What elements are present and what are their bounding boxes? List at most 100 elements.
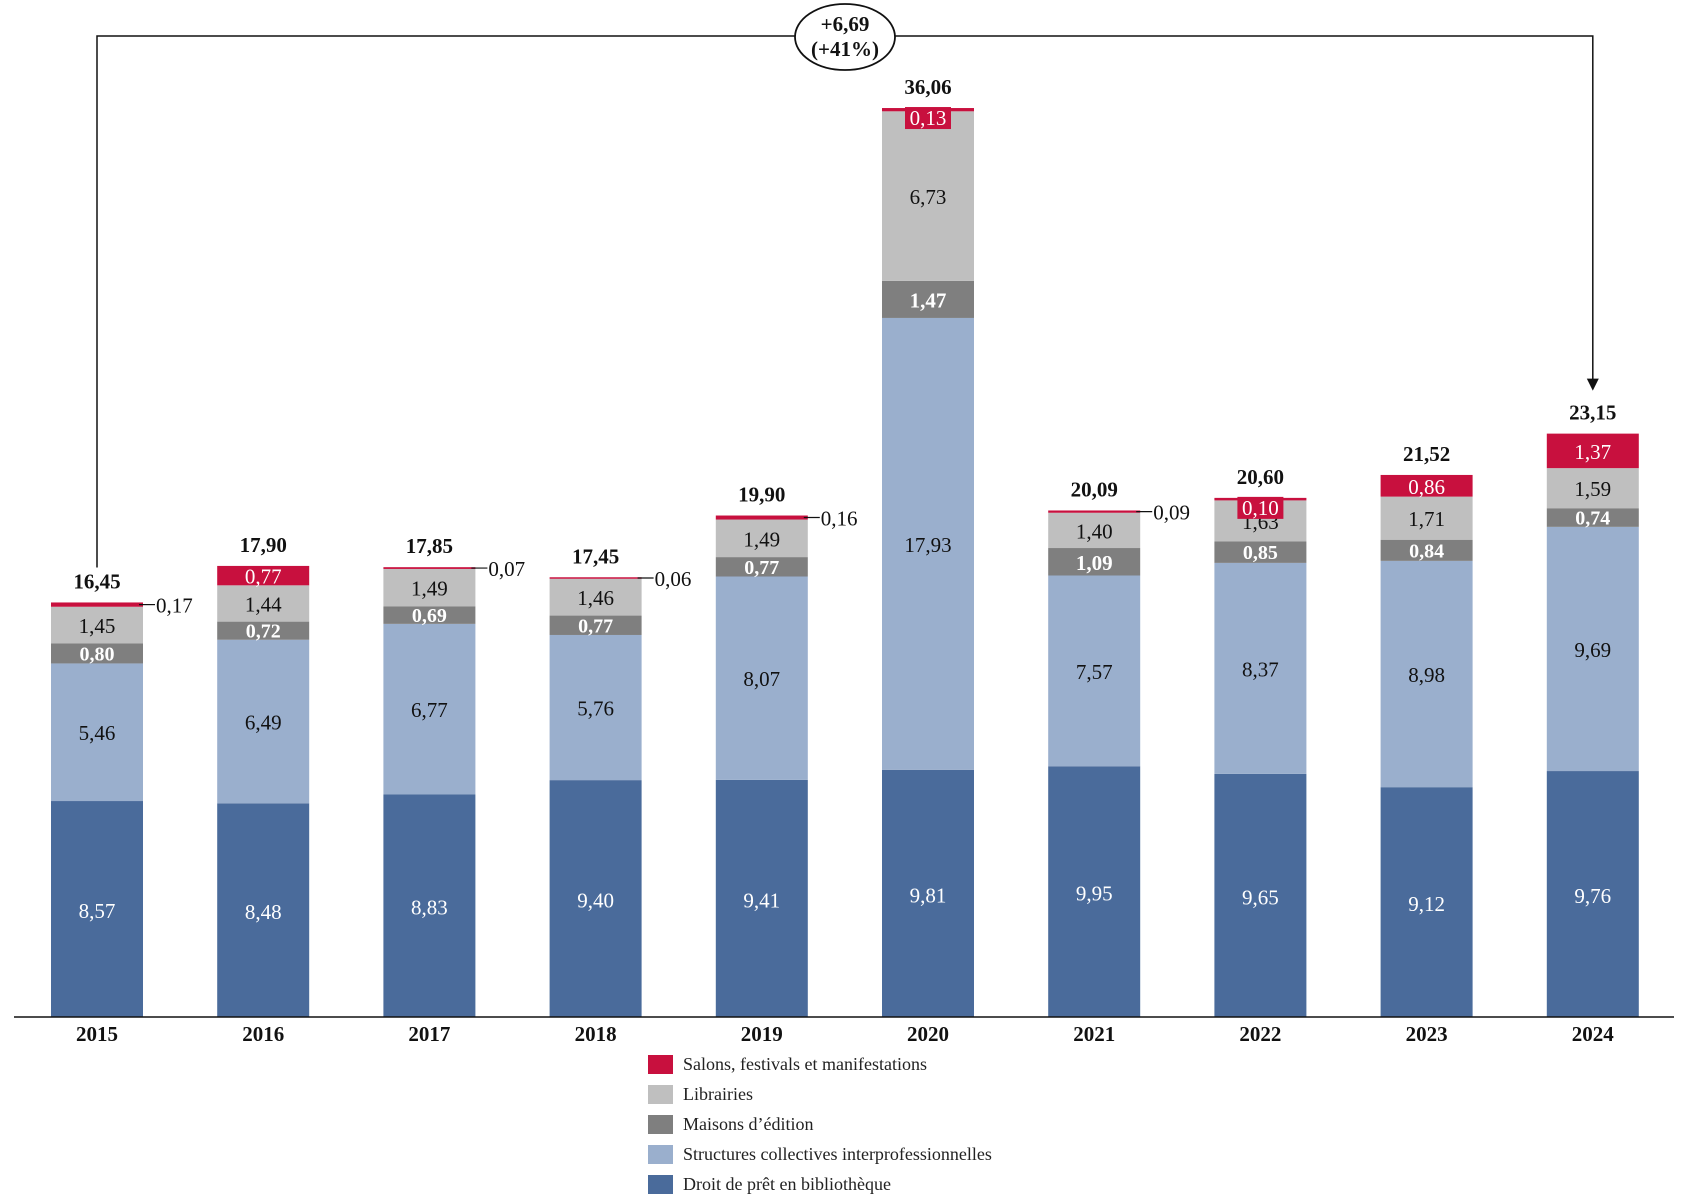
bar-segment bbox=[1048, 575, 1141, 767]
x-tick-label: 2015 bbox=[76, 1022, 118, 1046]
segment-label: 6,77 bbox=[411, 698, 448, 722]
x-tick-label: 2021 bbox=[1073, 1022, 1115, 1046]
legend-item: Salons, festivals et manifestations bbox=[648, 1049, 992, 1079]
bar-segment bbox=[1546, 508, 1639, 527]
annotation-line bbox=[895, 35, 1594, 381]
total-label: 36,06 bbox=[904, 75, 951, 99]
segment-label: 0,16 bbox=[821, 507, 858, 531]
annotation-text: (+41%) bbox=[811, 37, 879, 61]
bar-segment bbox=[51, 801, 143, 1017]
legend-swatch bbox=[648, 1084, 673, 1104]
legend-item: Structures collectives interprofessionne… bbox=[648, 1139, 992, 1169]
segment-label: 5,76 bbox=[577, 697, 614, 721]
total-label: 23,15 bbox=[1569, 401, 1616, 425]
bar-segment bbox=[882, 111, 974, 281]
total-label: 17,90 bbox=[240, 533, 287, 557]
bar-segment bbox=[549, 634, 642, 781]
annotation-text: +6,69 bbox=[821, 12, 870, 36]
bar-segment bbox=[217, 621, 310, 640]
bar-segment bbox=[383, 567, 476, 569]
bar-segment bbox=[1546, 771, 1639, 1017]
segment-label: 8,98 bbox=[1408, 663, 1445, 687]
legend-item: Maisons d’édition bbox=[648, 1109, 992, 1139]
segment-label: 0,13 bbox=[910, 106, 947, 130]
segment-label: 0,69 bbox=[412, 605, 447, 627]
bar-segment bbox=[383, 568, 476, 607]
segment-label: 8,37 bbox=[1242, 657, 1279, 681]
segment-label-box bbox=[1237, 496, 1284, 519]
segment-label: 0,77 bbox=[744, 557, 779, 579]
x-tick-label: 2017 bbox=[408, 1022, 450, 1046]
bar-segment bbox=[1380, 787, 1473, 1017]
segment-label: 0,74 bbox=[1575, 508, 1610, 530]
x-tick-label: 2022 bbox=[1239, 1022, 1281, 1046]
bar-segment bbox=[549, 615, 642, 635]
segment-label: 1,46 bbox=[577, 586, 614, 610]
bar-segment bbox=[1048, 510, 1141, 513]
x-tick-label: 2016 bbox=[242, 1022, 284, 1046]
segment-label: 0,77 bbox=[245, 565, 282, 589]
bar-segment bbox=[217, 585, 310, 622]
total-label: 16,45 bbox=[73, 569, 120, 593]
bar-segment bbox=[549, 577, 642, 579]
bar-segment bbox=[1214, 773, 1307, 1017]
total-label: 17,85 bbox=[406, 534, 453, 558]
segment-label: 5,46 bbox=[79, 721, 116, 745]
bar-segment bbox=[51, 602, 143, 607]
segment-label: 9,65 bbox=[1242, 885, 1279, 909]
bar-segment bbox=[1048, 512, 1141, 549]
bar-segment bbox=[1380, 474, 1473, 497]
bar-segment bbox=[549, 780, 642, 1017]
bar-segment bbox=[715, 557, 808, 577]
bar-segment bbox=[383, 794, 476, 1017]
total-label: 17,45 bbox=[572, 544, 619, 568]
legend-swatch bbox=[648, 1174, 673, 1194]
segment-label: 1,71 bbox=[1408, 507, 1445, 531]
segment-label: 0,85 bbox=[1243, 542, 1278, 564]
bar-segment bbox=[217, 803, 310, 1017]
x-tick-label: 2019 bbox=[741, 1022, 783, 1046]
segment-label: 1,49 bbox=[743, 527, 780, 551]
legend-item: Librairies bbox=[648, 1079, 992, 1109]
segment-label: 8,07 bbox=[743, 667, 780, 691]
bar-segment bbox=[882, 769, 974, 1017]
legend-label: Droit de prêt en bibliothèque bbox=[683, 1173, 891, 1194]
bar-segment bbox=[217, 565, 310, 586]
segment-label: 9,95 bbox=[1076, 882, 1113, 906]
bar-segment bbox=[715, 515, 808, 520]
x-tick-label: 2023 bbox=[1406, 1022, 1448, 1046]
segment-label: 6,49 bbox=[245, 711, 282, 735]
segment-label: 1,49 bbox=[411, 577, 448, 601]
segment-label: 9,40 bbox=[577, 889, 614, 913]
annotation-bubble bbox=[794, 3, 896, 71]
legend-swatch bbox=[648, 1054, 673, 1074]
bar-segment bbox=[1546, 468, 1639, 509]
total-label: 20,60 bbox=[1237, 465, 1284, 489]
bar-segment bbox=[1380, 539, 1473, 561]
bar-segment bbox=[1380, 560, 1473, 788]
segment-label: 1,45 bbox=[79, 614, 116, 638]
bar-segment bbox=[1048, 548, 1141, 576]
bar-segment bbox=[51, 663, 143, 802]
bar-segment bbox=[549, 578, 642, 616]
segment-label: 8,83 bbox=[411, 896, 448, 920]
total-label: 20,09 bbox=[1071, 477, 1118, 501]
segment-label: 0,09 bbox=[1153, 501, 1190, 525]
segment-label: 0,72 bbox=[246, 621, 281, 643]
segment-label: 0,80 bbox=[80, 643, 115, 665]
bar-segment bbox=[715, 779, 808, 1017]
x-tick-label: 2020 bbox=[907, 1022, 949, 1046]
segment-label: 1,59 bbox=[1574, 477, 1611, 501]
legend-label: Maisons d’édition bbox=[683, 1113, 814, 1134]
segment-label: 8,48 bbox=[245, 900, 282, 924]
segment-label: 0,07 bbox=[488, 557, 525, 581]
bar-segment bbox=[882, 280, 974, 318]
bar-segment bbox=[1048, 766, 1141, 1017]
bar-segment bbox=[715, 519, 808, 558]
bar-segment bbox=[1546, 433, 1639, 469]
legend-item: Droit de prêt en bibliothèque bbox=[648, 1169, 992, 1199]
segment-label: 0,86 bbox=[1408, 475, 1445, 499]
segment-label: 9,41 bbox=[743, 888, 780, 912]
segment-label: 8,57 bbox=[79, 899, 116, 923]
